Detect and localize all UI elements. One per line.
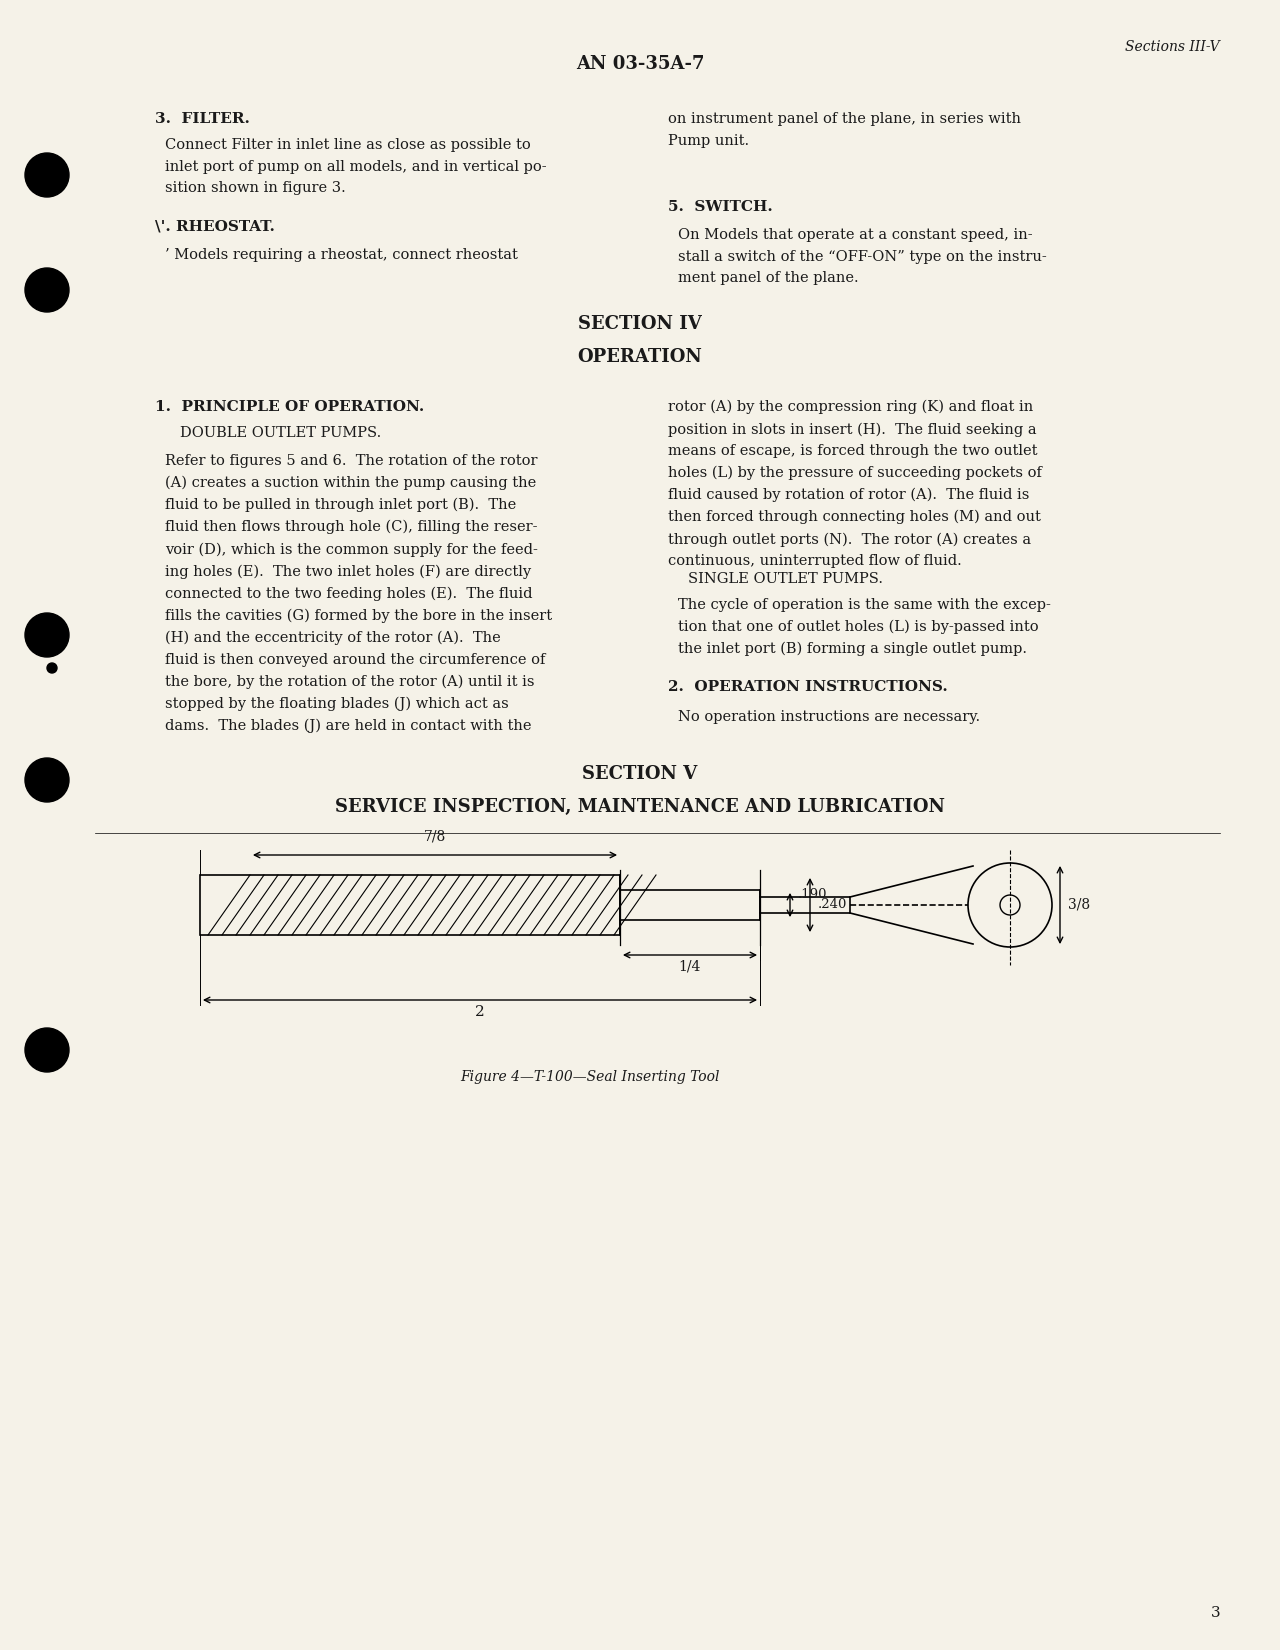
Text: 3.  FILTER.: 3. FILTER. (155, 112, 250, 125)
Text: SECTION V: SECTION V (582, 766, 698, 784)
Circle shape (47, 663, 58, 673)
Circle shape (26, 1028, 69, 1072)
Text: 1/4: 1/4 (678, 960, 701, 974)
Text: 3: 3 (1211, 1605, 1220, 1620)
Text: SERVICE INSPECTION, MAINTENANCE AND LUBRICATION: SERVICE INSPECTION, MAINTENANCE AND LUBR… (335, 799, 945, 817)
Bar (200, 874, 620, 936)
Text: 2.  OPERATION INSTRUCTIONS.: 2. OPERATION INSTRUCTIONS. (668, 680, 947, 695)
Text: On Models that operate at a constant speed, in-
stall a switch of the “OFF-ON” t: On Models that operate at a constant spe… (678, 228, 1047, 285)
Text: Figure 4—T-100—Seal Inserting Tool: Figure 4—T-100—Seal Inserting Tool (461, 1069, 719, 1084)
Text: Refer to figures 5 and 6.  The rotation of the rotor
(A) creates a suction withi: Refer to figures 5 and 6. The rotation o… (165, 454, 552, 733)
Circle shape (26, 153, 69, 196)
Text: 7/8: 7/8 (424, 828, 447, 843)
Text: AN 03-35A-7: AN 03-35A-7 (576, 54, 704, 73)
Text: 2: 2 (475, 1005, 485, 1020)
Text: DOUBLE OUTLET PUMPS.: DOUBLE OUTLET PUMPS. (180, 426, 381, 441)
Bar (620, 889, 760, 921)
Text: Connect Filter in inlet line as close as possible to
inlet port of pump on all m: Connect Filter in inlet line as close as… (165, 139, 547, 195)
Text: on instrument panel of the plane, in series with
Pump unit.: on instrument panel of the plane, in ser… (668, 112, 1021, 148)
Text: 5.  SWITCH.: 5. SWITCH. (668, 200, 773, 215)
Text: \'. RHEOSTAT.: \'. RHEOSTAT. (155, 219, 275, 234)
Text: .240: .240 (818, 899, 847, 911)
Text: No operation instructions are necessary.: No operation instructions are necessary. (678, 710, 980, 724)
Text: ’ Models requiring a rheostat, connect rheostat: ’ Models requiring a rheostat, connect r… (165, 248, 518, 262)
Circle shape (26, 757, 69, 802)
Text: SINGLE OUTLET PUMPS.: SINGLE OUTLET PUMPS. (689, 573, 883, 586)
Bar (760, 898, 850, 912)
Circle shape (26, 614, 69, 657)
Text: The cycle of operation is the same with the excep-
tion that one of outlet holes: The cycle of operation is the same with … (678, 597, 1051, 657)
Text: OPERATION: OPERATION (577, 348, 703, 366)
Text: .190: .190 (797, 888, 827, 901)
Text: 3/8: 3/8 (1068, 898, 1091, 912)
Text: SECTION IV: SECTION IV (579, 315, 701, 333)
Circle shape (47, 615, 58, 625)
Text: rotor (A) by the compression ring (K) and float in
position in slots in insert (: rotor (A) by the compression ring (K) an… (668, 399, 1042, 568)
Text: Sections III-V: Sections III-V (1125, 40, 1220, 54)
Circle shape (26, 267, 69, 312)
Text: 1.  PRINCIPLE OF OPERATION.: 1. PRINCIPLE OF OPERATION. (155, 399, 424, 414)
